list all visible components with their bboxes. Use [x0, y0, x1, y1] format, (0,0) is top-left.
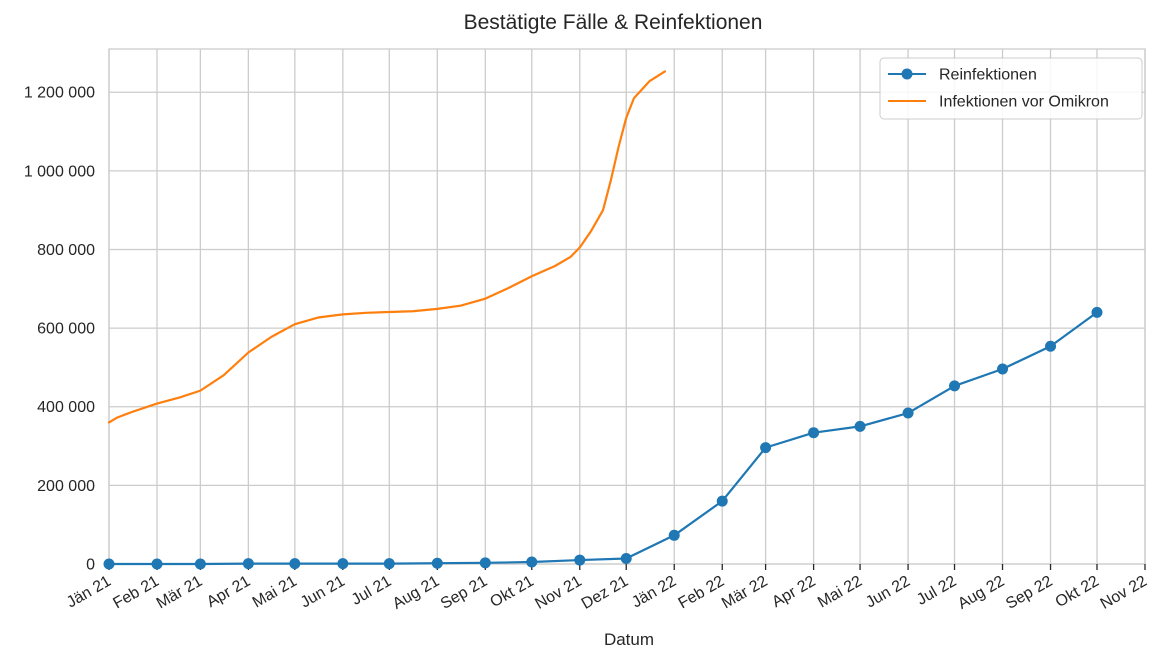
y-tick-label: 200 000: [37, 478, 95, 495]
data-point-reinfektionen: [1091, 306, 1103, 318]
y-tick-label: 800 000: [37, 242, 95, 259]
data-point-reinfektionen: [289, 558, 301, 570]
data-point-reinfektionen: [194, 558, 206, 570]
y-tick-label: 1 000 000: [24, 163, 95, 180]
data-point-reinfektionen: [479, 557, 491, 569]
y-tick-label: 0: [86, 557, 95, 574]
data-point-reinfektionen: [620, 552, 632, 564]
plot-frame: [108, 48, 1146, 565]
grid: [108, 49, 1146, 565]
data-point-reinfektionen: [103, 558, 115, 570]
data-point-reinfektionen: [1045, 340, 1057, 352]
data-point-reinfektionen: [431, 557, 443, 569]
series-layer: [103, 70, 1103, 570]
y-tick-label: 1 200 000: [24, 85, 95, 102]
data-point-reinfektionen: [949, 380, 961, 392]
legend: Reinfektionen Infektionen vor Omikron: [879, 57, 1143, 120]
data-point-reinfektionen: [242, 558, 254, 570]
data-point-reinfektionen: [716, 495, 728, 507]
data-point-reinfektionen: [574, 554, 586, 566]
data-point-reinfektionen: [760, 442, 772, 454]
legend-label-infektionen-vor-omikron: Infektionen vor Omikron: [939, 94, 1109, 111]
data-point-reinfektionen: [337, 558, 349, 570]
data-point-reinfektionen: [902, 407, 914, 419]
data-point-reinfektionen: [808, 427, 820, 439]
y-axis: 0 200 000 400 000 600 000 800 000 1 000 000 1 …: [24, 85, 95, 574]
data-point-reinfektionen: [997, 363, 1009, 375]
data-point-reinfektionen: [383, 558, 395, 570]
data-point-reinfektionen: [526, 556, 538, 568]
data-point-reinfektionen: [151, 558, 163, 570]
legend-marker-reinfektionen: [901, 68, 913, 80]
data-point-reinfektionen: [854, 420, 866, 432]
x-axis-label: Datum: [604, 630, 654, 649]
series-line-infektionen-vor-omikron: [107, 70, 667, 424]
series-line-reinfektionen: [107, 311, 1099, 566]
legend-box: [879, 57, 1143, 120]
data-point-reinfektionen: [668, 529, 680, 541]
legend-label-reinfektionen: Reinfektionen: [939, 67, 1037, 84]
y-tick-label: 400 000: [37, 399, 95, 416]
chart-title: Bestätigte Fälle & Reinfektionen: [464, 11, 763, 34]
y-tick-label: 600 000: [37, 321, 95, 338]
